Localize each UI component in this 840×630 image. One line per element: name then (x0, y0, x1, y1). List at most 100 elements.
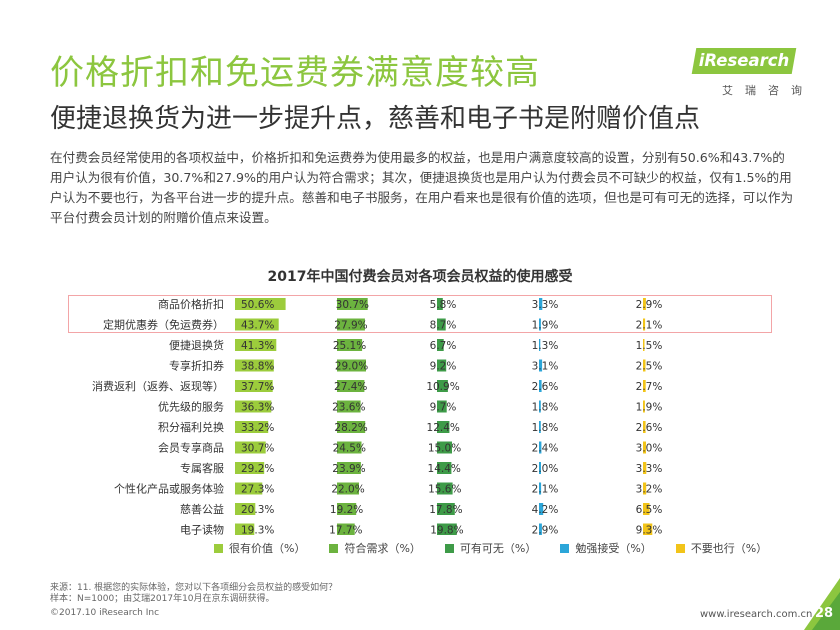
data-label: 24.5% (333, 443, 366, 455)
bar (643, 462, 647, 474)
data-label: 23.6% (332, 402, 365, 414)
bar (437, 339, 444, 351)
bar (539, 441, 542, 454)
legend-swatch (560, 543, 570, 553)
bar (437, 503, 455, 515)
copyright: ©2017.10 iResearch Inc (50, 608, 160, 618)
bar (235, 318, 279, 331)
data-label: 2.6% (532, 381, 559, 393)
data-label: 41.3% (241, 340, 274, 352)
data-label: 1.5% (636, 340, 663, 352)
data-label: 3.1% (532, 361, 559, 373)
data-label: 19.3% (241, 525, 274, 536)
legend-item: 符合需求（%） (329, 540, 421, 556)
bar (235, 339, 277, 351)
data-label: 15.0% (428, 443, 461, 455)
bar (539, 523, 542, 535)
bar (539, 339, 541, 351)
bar (539, 318, 541, 331)
data-label: 6.5% (636, 504, 663, 516)
bar (337, 298, 368, 310)
data-label: 27.9% (334, 320, 367, 332)
bar (235, 380, 273, 392)
data-label: 2.4% (532, 443, 559, 455)
bar (539, 462, 541, 474)
bar (539, 380, 542, 392)
data-label: 1.8% (532, 422, 559, 434)
data-label: 25.1% (333, 340, 366, 352)
bar (235, 523, 255, 535)
page-title: 价格折扣和免运费券满意度较高 (50, 53, 540, 93)
legend-label: 勉强接受（%） (575, 542, 652, 555)
bar (437, 359, 447, 372)
data-label: 37.7% (241, 381, 274, 393)
data-label: 2.1% (532, 484, 559, 496)
legend-label: 不要也行（%） (690, 542, 768, 555)
data-label: 2.7% (636, 381, 663, 393)
data-label: 36.3% (241, 402, 274, 414)
bar (643, 441, 646, 454)
bar (235, 441, 266, 454)
legend-swatch (214, 543, 223, 553)
bar (337, 441, 362, 454)
data-label: 2.9% (532, 525, 559, 536)
bar (643, 421, 646, 433)
data-label: 22.0% (331, 484, 364, 496)
bar (643, 298, 646, 310)
bar (437, 318, 446, 331)
data-label: 17.8% (429, 504, 462, 516)
data-label: 14.4% (428, 463, 461, 475)
bar (337, 318, 365, 331)
category-label: 专属客服 (180, 461, 224, 475)
legend-swatch (675, 543, 685, 553)
data-label: 4.2% (532, 504, 559, 516)
bar (539, 298, 543, 310)
category-label: 优先级的服务 (158, 400, 224, 414)
legend-item: 勉强接受（%） (560, 540, 652, 556)
bar (235, 462, 265, 474)
bar (643, 318, 646, 331)
data-label: 20.3% (241, 504, 274, 516)
summary-paragraph: 在付费会员经常使用的各项权益中，价格折扣和免运费券为使用最多的权益，也是用户满意… (50, 150, 794, 225)
data-label: 1.9% (532, 320, 559, 332)
data-label: 19.8% (430, 525, 463, 536)
bar (437, 441, 452, 454)
data-label: 28.2% (334, 422, 367, 434)
bar (539, 503, 544, 515)
bar (539, 400, 541, 413)
page-subtitle: 便捷退换货为进一步提升点，慈善和电子书是附赠价值点 (50, 104, 701, 134)
bar (437, 400, 447, 413)
bar (643, 339, 645, 351)
data-label: 5.8% (430, 299, 457, 311)
bar (437, 523, 457, 535)
bar (643, 359, 646, 372)
bar (643, 380, 646, 392)
category-label: 个性化产品或服务体验 (114, 482, 224, 496)
category-label: 积分福利兑换 (158, 420, 224, 434)
data-label: 19.2% (330, 504, 363, 516)
data-label: 9.2% (430, 361, 457, 373)
data-label: 29.2% (241, 463, 274, 475)
bar (337, 482, 359, 495)
data-label: 10.9% (426, 381, 459, 393)
category-label: 专享折扣券 (169, 359, 224, 373)
bar (437, 421, 450, 433)
data-label: 1.3% (532, 340, 559, 352)
bar (643, 523, 653, 535)
legend-label: 可有可无（%） (459, 542, 537, 555)
data-label: 9.7% (430, 402, 457, 414)
category-label: 定期优惠券（免运费券） (103, 318, 224, 332)
bar (539, 482, 542, 495)
category-label: 商品价格折扣 (158, 297, 224, 311)
bar (437, 462, 452, 474)
data-label: 30.7% (241, 443, 274, 455)
category-label: 消费返利（返券、返现等） (92, 379, 224, 393)
data-label: 1.9% (636, 402, 663, 414)
data-label: 2.1% (636, 320, 663, 332)
bar (337, 380, 365, 392)
category-label: 会员专享商品 (158, 441, 224, 455)
data-label: 38.8% (241, 361, 274, 373)
brand-logo: iResearch (698, 51, 790, 70)
data-label: 1.8% (532, 402, 559, 414)
